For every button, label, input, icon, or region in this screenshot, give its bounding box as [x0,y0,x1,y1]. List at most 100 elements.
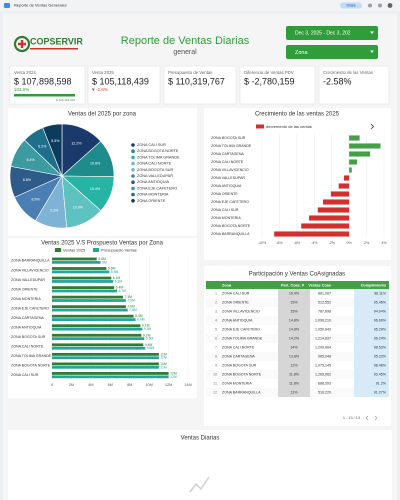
sales-cell: 1,096,210 [315,318,331,322]
y-tick-label: ZONA EJE CAFETERO [11,306,49,310]
legend-swatch [131,143,135,147]
compliance-cell-bg [354,361,389,370]
value-label: 11M [160,356,167,360]
row-index: 5. [215,327,218,331]
bar-panel [8,238,197,398]
zone-filter[interactable] [286,45,378,59]
slice-label: 12.2% [71,142,82,146]
compliance-cell: 98.46% [374,363,387,367]
legend-swatch [131,161,135,166]
value-label: 7.6M [127,305,135,309]
compliance-cell: 98.11% [374,291,387,295]
compliance-cell: 91.27% [374,390,387,394]
kpi-delta: -2.6% [96,87,108,92]
kpi-label: Crecimiento de las Ventas [323,70,373,75]
value-label: 8.6M [137,318,145,322]
compliance-cell-bg [354,307,389,316]
sales-cell: 1,214,837 [315,336,331,340]
bar [330,191,350,197]
y-tick-label: ZONA TOLIMA GRANDE [11,354,52,358]
sales-cell: 688,593 [318,381,331,385]
part-cell-bg [278,343,310,352]
legend-label: Prosupuesto Ventas [101,247,137,252]
y-tick-label: ZONA CALI SUR [211,208,239,212]
compliance-cell-bg [354,316,389,325]
compliance-cell: 96.24% [374,336,387,340]
y-tick-label: ZONA BOGOTA SUR [211,136,246,140]
part-cell: 14% [290,345,298,349]
legend-label: ZONA CALI NORTE [137,162,172,166]
zone-cell: ZONA CARTAGENA [222,354,255,358]
part-cell-bg [278,316,310,325]
slice-label: 8.4% [26,158,35,162]
menu-icon[interactable] [368,3,372,8]
x-tick-label: 14M [184,383,191,387]
kpi-value: -2.58% [323,76,352,86]
row-index: 7. [215,345,218,349]
value-label: 6.3M [115,279,123,283]
share-button[interactable] [340,2,362,9]
compliance-cell-bg [354,370,389,379]
legend-label: Ventas 2025 [63,247,86,252]
legend-label: ZONA BOGOTA NORTE [137,149,179,153]
legend-swatch [131,149,135,153]
x-tick-label: 12M [165,383,172,387]
part-cell-bg [278,361,310,370]
bar [301,223,350,229]
x-tick-label: 0 [51,383,53,387]
zone-cell: ZONA BOGOTA SUR [222,363,257,367]
compliance-cell-bg [354,343,389,352]
avatar[interactable] [387,3,393,8]
chart-title: Ventas del 2025 por zona [68,112,137,118]
slice-label: 8.9% [31,197,40,201]
value-label: 12M [170,371,177,375]
value-label: 11M [160,362,167,366]
value-label: 7.3M [124,295,132,299]
value-label: 9.4M [145,343,153,347]
page-prev[interactable] [365,415,369,421]
bar [349,143,381,149]
slice-label: 9.1% [50,208,59,212]
x-tick-label: -10% [258,241,267,245]
part-cell-bg [278,289,310,298]
value-label: 7.6M [127,299,135,303]
sales-cell: 965,048 [318,354,331,358]
row-index: 11. [213,381,218,385]
kpi-label: Presupuesto de Ventas [168,70,212,75]
x-tick-label: -2% [329,241,336,245]
value-label: 5M [102,260,107,264]
column-header: Part. Coas. ▾ [281,283,305,287]
pagination: 1 - 13 / 13 [343,416,360,420]
bar [52,372,169,375]
bar [338,183,350,189]
y-tick-label: ZONA VILLAVICENCIO [11,268,49,272]
zone-cell: ZONA ANTIOQUIA [222,318,253,322]
logo-text: COPSERVIR [30,36,83,46]
page-next[interactable] [374,415,378,421]
row-index: 9. [215,363,218,367]
bar [52,352,159,356]
date-range-control[interactable] [286,26,378,40]
menu-icon[interactable] [378,3,382,8]
value-label: 9.5M [146,337,154,341]
x-tick-label: 2M [69,383,74,387]
x-tick-label: 6M [108,383,113,387]
compliance-cell-bg [354,352,389,361]
bar [52,295,123,299]
compliance-cell-bg [354,379,389,388]
bar [52,343,144,347]
y-tick-label: ZONA CALI NORTE [11,345,44,349]
sales-cell: 881,087 [318,291,331,295]
delta-arrow [92,88,95,92]
x-tick-label: 8M [127,383,132,387]
y-tick-label: ZONA CARTAGENA [11,316,44,320]
row-index: 10. [213,372,218,376]
kpi-card [318,65,390,105]
bar [52,356,159,360]
chart-title: Crecimiento de las ventas 2025 [255,112,340,118]
zone-cell: ZONA CALI SUR [222,291,250,295]
bar [52,314,134,318]
bar [349,167,352,173]
x-tick-label: 0% [347,241,353,245]
